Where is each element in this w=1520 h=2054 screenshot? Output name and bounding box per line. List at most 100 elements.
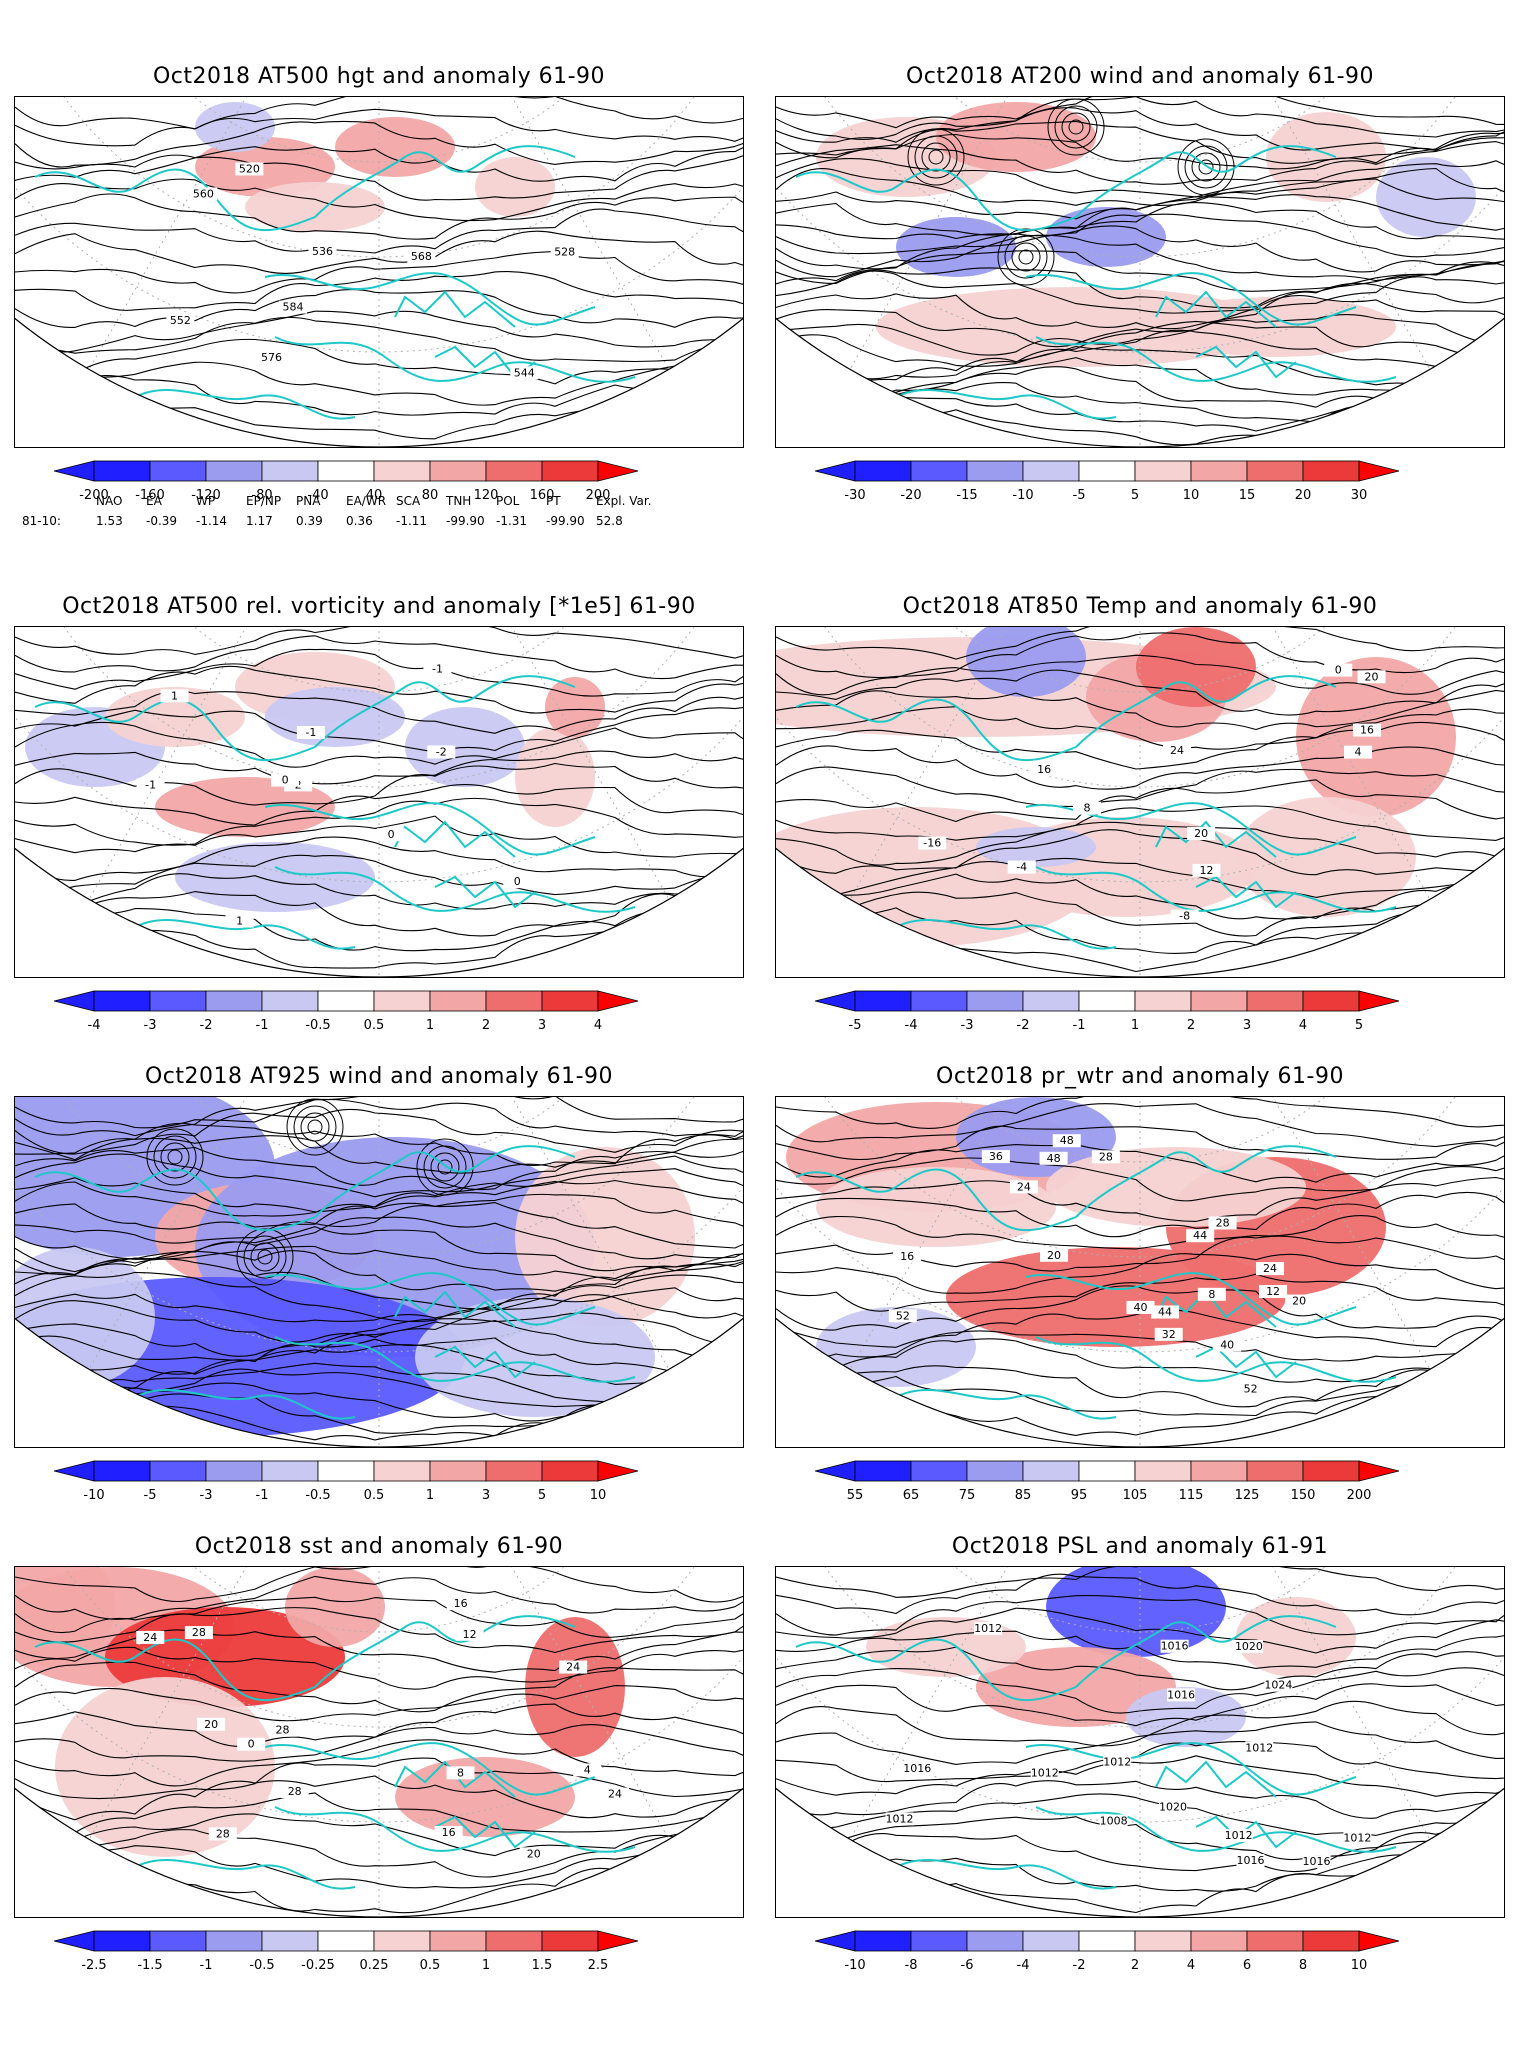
contour-label-bg [1324, 663, 1353, 677]
meridian-line [849, 1097, 1141, 1370]
contour-label-bg [1009, 1180, 1038, 1194]
streamline [776, 402, 1504, 446]
contour-label-bg [885, 1812, 914, 1826]
vortex-streamline [1198, 159, 1214, 175]
coastline [1035, 1806, 1397, 1853]
contour-label-bg [1353, 723, 1382, 737]
colorbar-tick-label: 75 [958, 1488, 976, 1503]
contour-label: -1 [145, 778, 156, 791]
coastline [1195, 345, 1297, 379]
colorbar-segment [910, 1930, 968, 1952]
contour-label-bg [510, 366, 539, 380]
coastline [394, 1290, 516, 1328]
coastline [1155, 1760, 1277, 1798]
contour-line [776, 1285, 1504, 1331]
contour-label-bg [235, 162, 264, 176]
coastline [264, 272, 596, 326]
contour-line [776, 627, 1504, 660]
teleconnection-headers: NAO EA WP EP/NP PNA EA/WR SCA TNH POL PT Expl. Var… [96, 494, 666, 508]
contour-label: -2 [436, 745, 447, 758]
contour-label-bg [1259, 1285, 1288, 1299]
colorbar-tick-label: 200 [585, 488, 611, 503]
panel-title: Oct2018 PSL and anomaly 61-91 [951, 1534, 1329, 1559]
contour-label: 8 [1208, 1288, 1215, 1301]
vortex-streamline [423, 1145, 467, 1189]
vortex-streamline [1047, 98, 1105, 156]
colorbar-tick-label: -5 [848, 1018, 862, 1033]
vortex-streamline [437, 1159, 453, 1175]
index-value: -1.11 [396, 514, 428, 528]
contour-line [15, 316, 743, 363]
contour-label-bg [1344, 745, 1373, 759]
contour-line [15, 706, 743, 753]
colorbar-tick-label: 160 [529, 488, 555, 503]
meridian-line [1139, 1567, 1431, 1840]
colorbar-right-arrow [597, 1460, 639, 1482]
index-value: 1.53 [96, 514, 123, 528]
anomaly-shading [515, 727, 595, 827]
contour-label-bg [1052, 1134, 1081, 1148]
streamline [776, 167, 1504, 206]
anomaly-shading [265, 687, 405, 747]
index-header: EA/WR [346, 494, 387, 508]
colorbar-left-arrow [815, 460, 856, 482]
contour-label-bg [308, 245, 337, 259]
contour-label-bg [427, 745, 456, 759]
contour-line [15, 1827, 743, 1878]
contour-line [15, 289, 743, 328]
colorbar-tick-label: -0.5 [305, 1018, 331, 1033]
colorbar-tick-label: -2 [1016, 1018, 1030, 1033]
contour-label: 1012 [1103, 1756, 1131, 1769]
coastline [1075, 675, 1337, 748]
anomaly-shading [1266, 112, 1386, 202]
streamline [776, 282, 1504, 330]
contour-label: 36 [989, 1150, 1003, 1163]
colorbar-segment [541, 1930, 599, 1952]
streamline [776, 329, 1504, 380]
index-value: -99.90 [546, 514, 585, 528]
contour-label-bg [1091, 1150, 1120, 1164]
colorbar-tick-label: -2.5 [81, 1958, 107, 1973]
contour-label: 552 [170, 314, 191, 327]
colorbar-tick-label: -4 [87, 1018, 101, 1033]
anomaly-shading [1046, 1147, 1306, 1227]
contour-line [15, 120, 743, 168]
contour-label: 40 [1133, 1301, 1147, 1314]
colorbar-tick-label: 0.25 [359, 1958, 389, 1973]
map-frame: 1012 1016 1012 1020 1008 1016 1012 1020 1016 1012… [775, 1566, 1505, 1918]
contour-label-bg [434, 1825, 463, 1839]
anomaly-shading [1236, 1597, 1356, 1677]
coastline [434, 1815, 536, 1849]
streamline [15, 1287, 743, 1323]
contour-label-bg [1151, 1305, 1180, 1319]
colorbar-segment [429, 990, 487, 1012]
contour-label: 28 [288, 1785, 302, 1798]
colorbar-segment [485, 1930, 543, 1952]
contour-label: 1012 [1225, 1829, 1253, 1842]
colorbar-left-arrow [815, 1930, 856, 1952]
colorbar-segment [1190, 990, 1248, 1012]
contour-line [776, 1646, 1504, 1691]
streamline [15, 1108, 743, 1155]
colorbar-segment [261, 460, 319, 482]
contour-line [776, 766, 1504, 808]
panel-title: Oct2018 AT925 wind and anomaly 61-90 [144, 1064, 614, 1089]
vortex-streamline [146, 1128, 204, 1186]
contour-line [776, 1630, 1504, 1669]
contour-label-bg [918, 836, 947, 850]
contour-label-bg [550, 245, 579, 259]
contour-label: 560 [193, 187, 214, 200]
contour-line [15, 361, 743, 406]
contour-line [776, 1741, 1504, 1783]
contour-line [15, 635, 743, 680]
map-frame: -16 -8 -4 0 4 8 12 16 20 24 20 16 [775, 626, 1505, 978]
vortex-streamline [307, 1119, 323, 1135]
contour-label: 28 [216, 1827, 230, 1840]
colorbar-tick-label: 2 [1186, 1018, 1196, 1033]
streamline [776, 97, 1504, 140]
colorbar-segment [261, 1930, 319, 1952]
contour-label: 16 [442, 1826, 456, 1839]
contour-line [776, 1157, 1504, 1202]
colorbar-tick-label: -10 [83, 1488, 105, 1503]
colorbar [815, 1930, 1400, 1952]
